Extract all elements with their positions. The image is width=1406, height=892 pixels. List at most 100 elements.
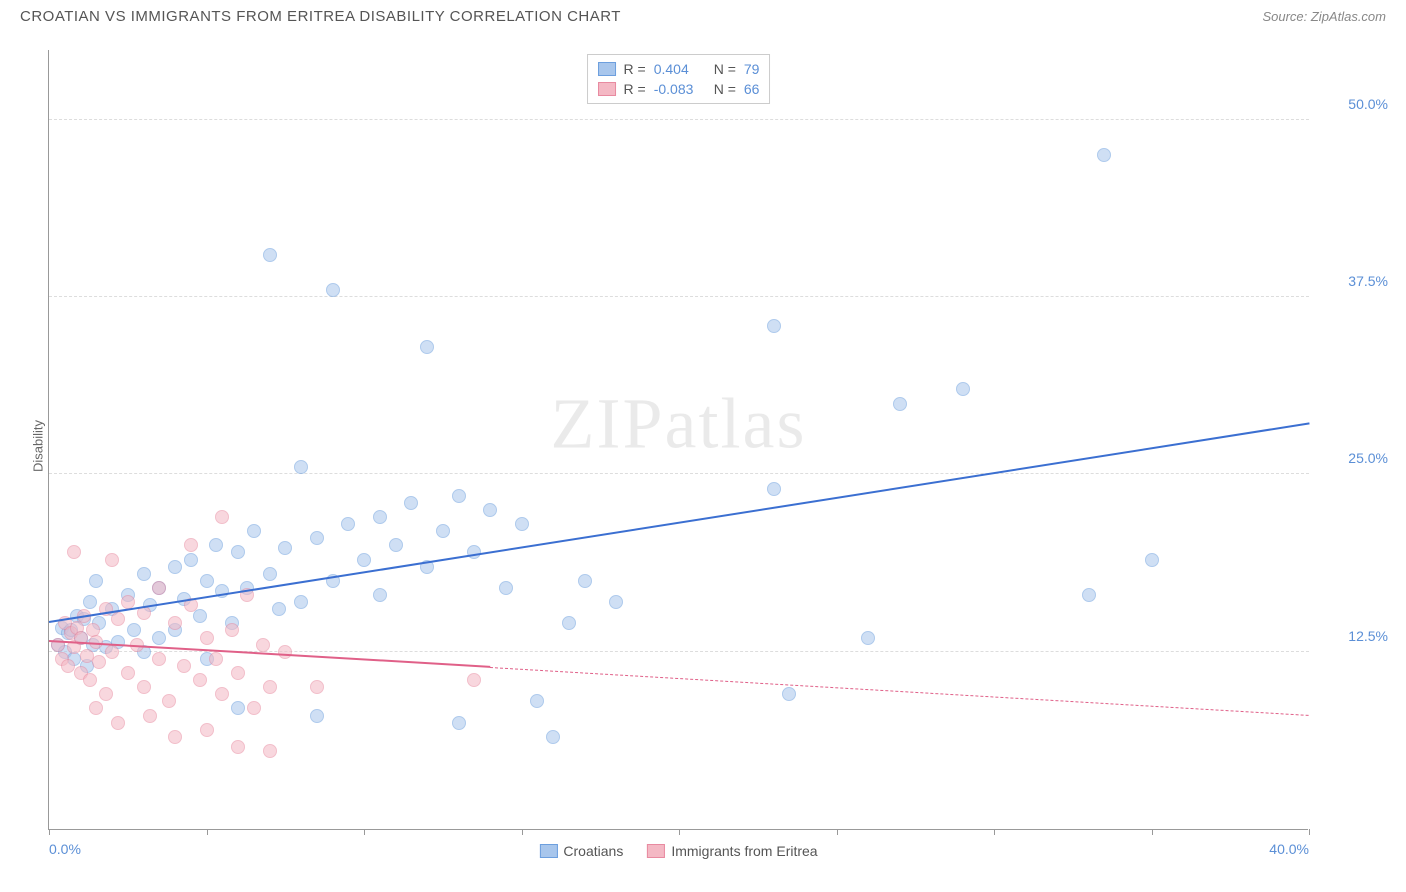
data-point [152, 581, 166, 595]
n-value: 66 [744, 81, 760, 97]
data-point [546, 730, 560, 744]
data-point [467, 673, 481, 687]
data-point [278, 541, 292, 555]
legend-swatch [647, 844, 665, 858]
data-point [137, 567, 151, 581]
data-point [127, 623, 141, 637]
scatter-chart: ZIPatlas R =0.404N =79R =-0.083N =66 Cro… [48, 50, 1308, 830]
series-legend: Croatians Immigrants from Eritrea [539, 843, 817, 859]
data-point [499, 581, 513, 595]
data-point [105, 645, 119, 659]
data-point [530, 694, 544, 708]
n-label: N = [714, 61, 736, 77]
correlation-legend: R =0.404N =79R =-0.083N =66 [587, 54, 771, 104]
data-point [67, 545, 81, 559]
data-point [200, 631, 214, 645]
x-tick [207, 829, 208, 835]
data-point [420, 340, 434, 354]
data-point [215, 510, 229, 524]
x-tick [522, 829, 523, 835]
y-tick-label: 12.5% [1348, 628, 1388, 644]
trend-line [490, 667, 1309, 716]
data-point [263, 248, 277, 262]
data-point [83, 673, 97, 687]
legend-item: Immigrants from Eritrea [647, 843, 817, 859]
data-point [294, 595, 308, 609]
data-point [404, 496, 418, 510]
legend-stat-row: R =0.404N =79 [598, 59, 760, 79]
x-tick [1309, 829, 1310, 835]
gridline [49, 296, 1309, 297]
data-point [89, 701, 103, 715]
data-point [578, 574, 592, 588]
data-point [168, 616, 182, 630]
y-tick-label: 25.0% [1348, 450, 1388, 466]
data-point [562, 616, 576, 630]
data-point [111, 612, 125, 626]
data-point [200, 723, 214, 737]
data-point [1097, 148, 1111, 162]
data-point [278, 645, 292, 659]
chart-title: CROATIAN VS IMMIGRANTS FROM ERITREA DISA… [20, 8, 621, 25]
data-point [168, 730, 182, 744]
source-name: ZipAtlas.com [1311, 9, 1386, 24]
data-point [893, 397, 907, 411]
x-tick [364, 829, 365, 835]
data-point [193, 673, 207, 687]
data-point [247, 524, 261, 538]
legend-stat-row: R =-0.083N =66 [598, 79, 760, 99]
data-point [200, 574, 214, 588]
data-point [389, 538, 403, 552]
data-point [83, 595, 97, 609]
watermark-light: atlas [665, 383, 807, 463]
data-point [294, 460, 308, 474]
data-point [767, 482, 781, 496]
x-tick [49, 829, 50, 835]
source-label: Source: [1262, 9, 1310, 24]
data-point [105, 553, 119, 567]
data-point [89, 574, 103, 588]
data-point [310, 680, 324, 694]
data-point [373, 510, 387, 524]
legend-label: Immigrants from Eritrea [671, 843, 817, 859]
x-right-label: 40.0% [1269, 841, 1309, 857]
data-point [193, 609, 207, 623]
r-value: 0.404 [654, 61, 706, 77]
data-point [111, 716, 125, 730]
data-point [609, 595, 623, 609]
watermark: ZIPatlas [551, 382, 807, 465]
x-tick [837, 829, 838, 835]
legend-item: Croatians [539, 843, 623, 859]
data-point [231, 666, 245, 680]
data-point [767, 319, 781, 333]
data-point [256, 638, 270, 652]
source-attribution: Source: ZipAtlas.com [1262, 9, 1386, 24]
data-point [225, 623, 239, 637]
gridline [49, 119, 1309, 120]
data-point [861, 631, 875, 645]
data-point [483, 503, 497, 517]
data-point [452, 716, 466, 730]
data-point [373, 588, 387, 602]
data-point [436, 524, 450, 538]
watermark-bold: ZIP [551, 383, 665, 463]
data-point [452, 489, 466, 503]
x-tick [679, 829, 680, 835]
data-point [231, 701, 245, 715]
data-point [92, 655, 106, 669]
data-point [231, 740, 245, 754]
data-point [99, 687, 113, 701]
gridline [49, 473, 1309, 474]
data-point [215, 687, 229, 701]
data-point [1082, 588, 1096, 602]
x-tick [1152, 829, 1153, 835]
data-point [121, 666, 135, 680]
data-point [310, 531, 324, 545]
data-point [956, 382, 970, 396]
data-point [341, 517, 355, 531]
data-point [209, 652, 223, 666]
n-label: N = [714, 81, 736, 97]
y-axis-label: Disability [31, 420, 46, 472]
data-point [231, 545, 245, 559]
legend-label: Croatians [563, 843, 623, 859]
